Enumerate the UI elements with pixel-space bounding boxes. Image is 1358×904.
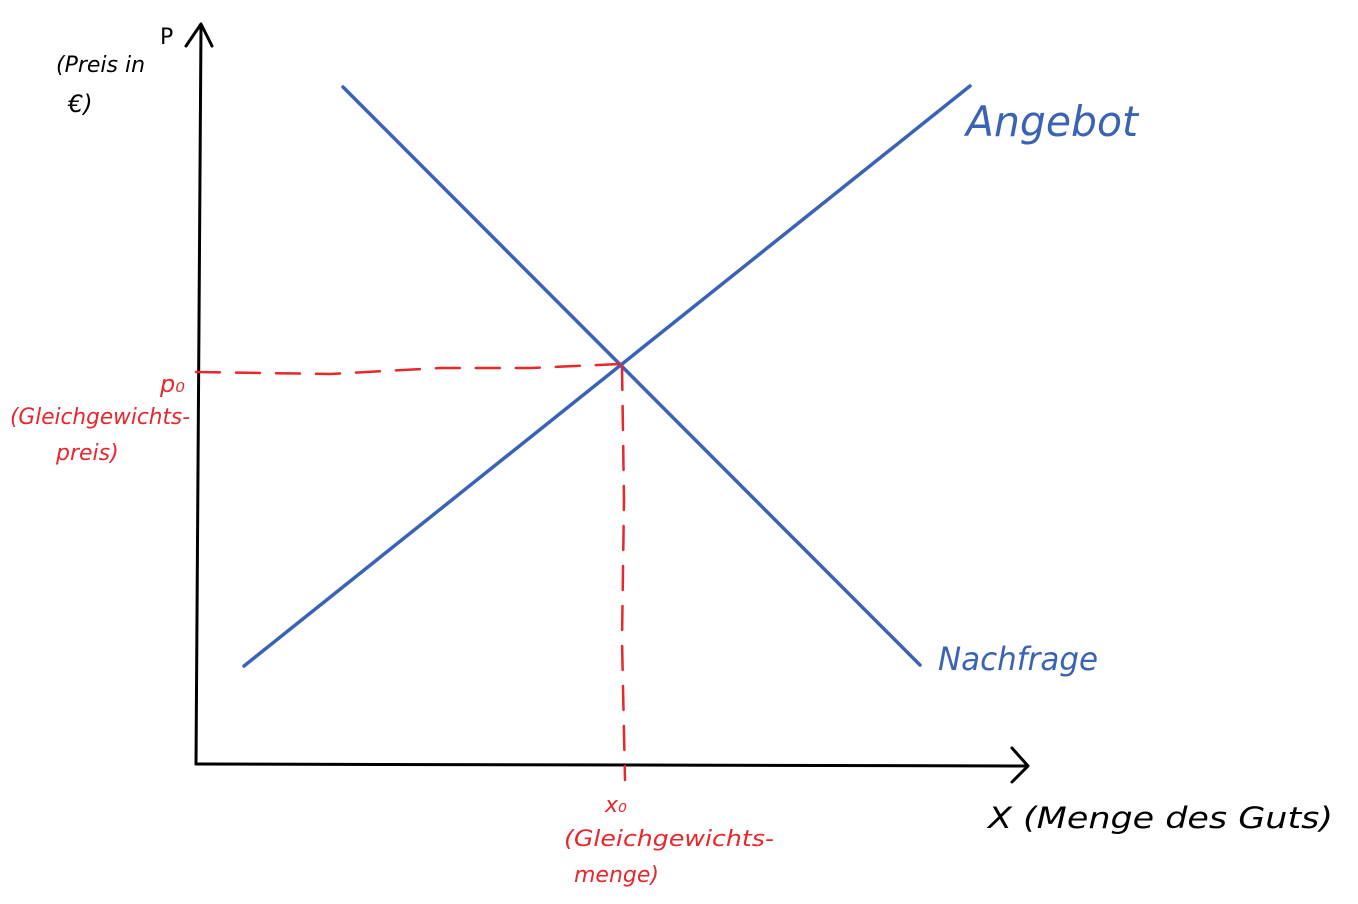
axes — [184, 22, 1030, 784]
x-axis-label: X (Menge des Guts) — [986, 801, 1333, 835]
equilibrium-guides — [194, 362, 627, 782]
supply-label: Angebot — [963, 97, 1139, 146]
equilibrium-quantity-caption-line1: (Gleichgewichts- — [564, 827, 774, 852]
equilibrium-quantity-symbol: x₀ — [604, 793, 627, 818]
x-axis-arrowhead — [1010, 746, 1030, 784]
price-dashed-line — [194, 362, 622, 376]
y-axis-line — [194, 24, 203, 766]
x-axis-line — [194, 762, 1028, 768]
curves — [242, 84, 972, 668]
equilibrium-price-caption-line1: (Gleichgewichts- — [10, 405, 190, 430]
y-axis-label-line2: €) — [67, 90, 93, 118]
demand-label: Nachfrage — [938, 640, 1098, 678]
equilibrium-quantity-caption-line2: menge) — [574, 863, 659, 888]
quantity-dashed-line — [620, 364, 627, 782]
equilibrium-price-symbol: p₀ — [159, 370, 185, 398]
y-axis-label-line1: (Preis in — [56, 53, 145, 78]
equilibrium-price-caption-line2: preis) — [55, 441, 119, 466]
y-axis-arrowhead — [184, 22, 214, 48]
demand-curve — [341, 85, 922, 667]
y-axis-symbol: P — [160, 25, 173, 50]
supply-curve — [242, 84, 972, 668]
